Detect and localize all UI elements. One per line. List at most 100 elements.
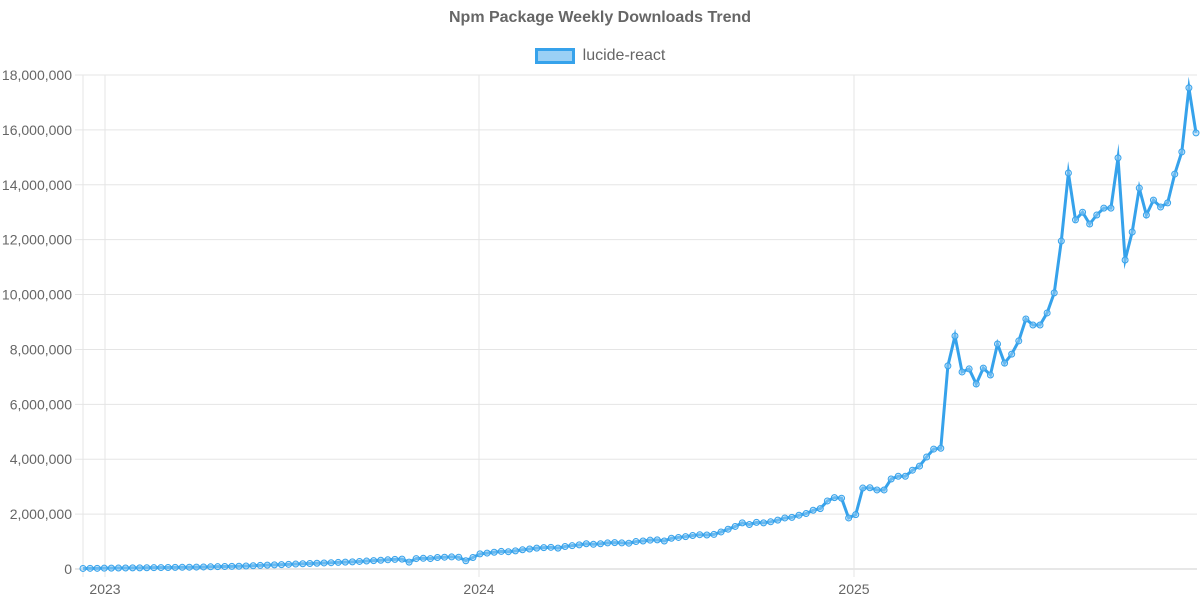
data-point[interactable] — [1086, 220, 1094, 228]
data-point[interactable] — [1114, 154, 1122, 162]
data-point[interactable] — [341, 558, 349, 566]
data-point[interactable] — [363, 557, 371, 565]
data-point[interactable] — [1171, 170, 1179, 178]
data-point[interactable] — [561, 542, 569, 550]
data-point[interactable] — [788, 513, 796, 521]
legend-label-lucide-react[interactable]: lucide-react — [582, 47, 666, 64]
data-point[interactable] — [157, 564, 165, 572]
data-point[interactable] — [185, 563, 193, 571]
data-point[interactable] — [731, 522, 739, 530]
data-point[interactable] — [511, 547, 519, 555]
data-point[interactable] — [79, 564, 87, 572]
data-point[interactable] — [171, 563, 179, 571]
data-point[interactable] — [852, 511, 860, 519]
data-point[interactable] — [916, 462, 924, 470]
data-point[interactable] — [703, 531, 711, 539]
data-point[interactable] — [1185, 84, 1193, 92]
data-point[interactable] — [504, 548, 512, 556]
data-point[interactable] — [1036, 321, 1044, 329]
data-point[interactable] — [107, 564, 115, 572]
data-point[interactable] — [448, 553, 456, 561]
data-point[interactable] — [951, 332, 959, 340]
data-point[interactable] — [554, 544, 562, 552]
data-point[interactable] — [923, 453, 931, 461]
data-point[interactable] — [242, 562, 250, 570]
data-point[interactable] — [143, 564, 151, 572]
data-point[interactable] — [994, 340, 1002, 348]
data-point[interactable] — [1157, 203, 1165, 211]
data-point[interactable] — [1029, 321, 1037, 329]
data-point[interactable] — [1178, 148, 1186, 156]
data-point[interactable] — [313, 559, 321, 567]
data-point[interactable] — [809, 506, 817, 514]
data-point[interactable] — [327, 559, 335, 567]
data-point[interactable] — [582, 540, 590, 548]
data-point[interactable] — [1135, 184, 1143, 192]
data-point[interactable] — [263, 561, 271, 569]
data-point[interactable] — [292, 560, 300, 568]
data-point[interactable] — [894, 472, 902, 480]
data-point[interactable] — [958, 368, 966, 376]
data-point[interactable] — [930, 445, 938, 453]
data-point[interactable] — [100, 564, 108, 572]
data-point[interactable] — [285, 560, 293, 568]
data-point[interactable] — [221, 563, 229, 571]
data-point[interactable] — [469, 553, 477, 561]
data-point[interactable] — [611, 539, 619, 547]
data-point[interactable] — [256, 561, 264, 569]
data-point[interactable] — [490, 548, 498, 556]
data-point[interactable] — [1128, 228, 1136, 236]
data-point[interactable] — [632, 538, 640, 546]
data-point[interactable] — [1043, 309, 1051, 317]
data-point[interactable] — [838, 494, 846, 502]
data-point[interactable] — [1121, 256, 1129, 264]
data-point[interactable] — [774, 516, 782, 524]
data-point[interactable] — [724, 525, 732, 533]
data-point[interactable] — [270, 561, 278, 569]
data-point[interactable] — [1079, 208, 1087, 216]
data-point[interactable] — [412, 555, 420, 563]
data-point[interactable] — [426, 555, 434, 563]
data-point[interactable] — [540, 544, 548, 552]
data-point[interactable] — [937, 444, 945, 452]
data-point[interactable] — [348, 558, 356, 566]
data-point[interactable] — [1107, 204, 1115, 212]
data-point[interactable] — [660, 537, 668, 545]
data-point[interactable] — [391, 555, 399, 563]
data-point[interactable] — [859, 484, 867, 492]
data-point[interactable] — [1142, 211, 1150, 219]
data-point[interactable] — [462, 557, 470, 565]
data-point[interactable] — [228, 562, 236, 570]
data-point[interactable] — [568, 542, 576, 550]
data-point[interactable] — [639, 537, 647, 545]
data-point[interactable] — [334, 558, 342, 566]
data-point[interactable] — [405, 558, 413, 566]
data-point[interactable] — [1001, 359, 1009, 367]
data-point[interactable] — [674, 533, 682, 541]
data-point[interactable] — [760, 519, 768, 527]
data-point[interactable] — [710, 530, 718, 538]
data-point[interactable] — [455, 553, 463, 561]
data-point[interactable] — [150, 564, 158, 572]
data-point[interactable] — [717, 528, 725, 536]
data-point[interactable] — [802, 510, 810, 518]
data-point[interactable] — [533, 544, 541, 552]
data-point[interactable] — [93, 564, 101, 572]
data-point[interactable] — [277, 561, 285, 569]
data-point[interactable] — [1093, 211, 1101, 219]
data-point[interactable] — [299, 560, 307, 568]
data-point[interactable] — [986, 371, 994, 379]
data-point[interactable] — [178, 563, 186, 571]
legend-swatch-lucide-react[interactable] — [534, 48, 575, 64]
data-point[interactable] — [816, 505, 824, 513]
data-point[interactable] — [625, 539, 633, 547]
data-point[interactable] — [1015, 337, 1023, 345]
data-point[interactable] — [207, 563, 215, 571]
data-point[interactable] — [901, 472, 909, 480]
data-point[interactable] — [192, 563, 200, 571]
data-point[interactable] — [1164, 199, 1172, 207]
data-point[interactable] — [1100, 204, 1108, 212]
data-point[interactable] — [547, 543, 555, 551]
data-point[interactable] — [249, 562, 257, 570]
data-point[interactable] — [767, 518, 775, 526]
